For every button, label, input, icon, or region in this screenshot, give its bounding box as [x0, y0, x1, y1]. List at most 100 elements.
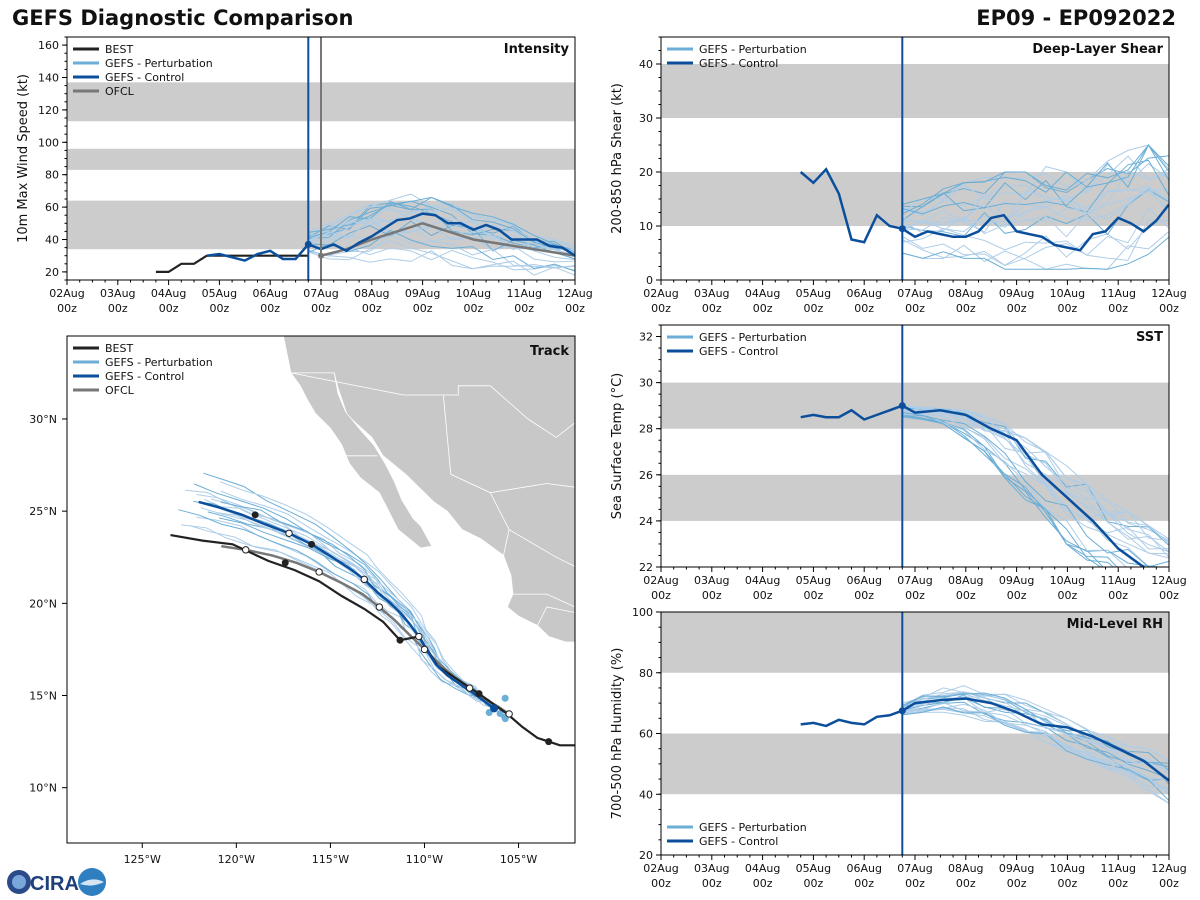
state-border [290, 372, 575, 438]
x-tick-label-hour: 00z [1159, 589, 1179, 602]
map-area [170, 336, 575, 747]
x-tick-label-hour: 00z [413, 302, 433, 315]
x-tick-label-date: 03Aug [694, 574, 729, 587]
y-tick-label: 0 [646, 274, 653, 287]
ofcl-track-point [465, 684, 474, 692]
x-tick-label-date: 06Aug [252, 287, 287, 300]
x-tick-label-date: 11Aug [1100, 862, 1135, 875]
legend-label: GEFS - Control [699, 57, 778, 70]
x-tick-label-date: 07Aug [897, 287, 932, 300]
x-tick-label-date: 07Aug [897, 862, 932, 875]
x-tick-label-date: 05Aug [202, 287, 237, 300]
perturbation-member-line [902, 185, 1169, 226]
ofcl-track-point [420, 645, 429, 654]
x-tick-label-hour: 00z [1159, 877, 1179, 890]
perturbation-member-line [902, 691, 1169, 782]
lon-tick-label: 115°W [312, 853, 349, 866]
x-tick-label-hour: 00z [854, 877, 874, 890]
x-tick-label-hour: 00z [1007, 302, 1027, 315]
control-track-marker [285, 529, 293, 537]
x-tick-label-date: 07Aug [897, 574, 932, 587]
x-tick-label-date: 08Aug [948, 574, 983, 587]
x-tick-label-hour: 00z [1007, 877, 1027, 890]
x-tick-label-hour: 00z [753, 589, 773, 602]
perturbation-member-line [902, 168, 1169, 222]
lat-tick-label: 25°N [29, 505, 57, 518]
x-tick-label-hour: 00z [311, 302, 331, 315]
sst-panel: 22 24 26 28 30 32 02Aug 00z 03Aug 00z 04Aug 00z 05Au… [610, 324, 1187, 602]
x-tick-label-date: 12Aug [557, 287, 592, 300]
control-track-marker [415, 632, 423, 641]
x-tick-label-date: 02Aug [643, 862, 678, 875]
y-tick-label: 20 [639, 166, 653, 179]
perturbation-member-line [902, 159, 1169, 215]
lon-tick-label: 110°W [406, 853, 443, 866]
x-tick-label-hour: 00z [905, 302, 925, 315]
perturbation-member-line [308, 229, 575, 272]
x-tick-label-date: 03Aug [694, 287, 729, 300]
legend-label: GEFS - Perturbation [699, 821, 807, 834]
x-tick-label-date: 10Aug [1050, 574, 1085, 587]
state-border [490, 483, 575, 494]
x-tick-label-date: 11Aug [506, 287, 541, 300]
x-tick-label-date: 06Aug [846, 862, 881, 875]
cira-logo: CIRA [7, 868, 106, 896]
intensity-panel: 20 40 60 80 100 120 140 160 02Aug 00z 03Aug 00z 04Au… [16, 36, 593, 315]
perturbation-start-point [496, 710, 504, 718]
legend-label: GEFS - Perturbation [699, 331, 807, 344]
perturbation-member-line [902, 143, 1169, 221]
x-tick-label-hour: 00z [514, 302, 534, 315]
y-tick-label: 22 [639, 561, 653, 574]
legend-label: BEST [105, 342, 133, 355]
y-tick-label: 26 [639, 469, 653, 482]
perturbation-member-line [902, 685, 1169, 762]
perturbation-member-line [902, 190, 1169, 238]
x-tick-label-date: 02Aug [643, 574, 678, 587]
x-tick-label-hour: 00z [651, 302, 671, 315]
perturbation-member-line [308, 226, 575, 263]
map-frame [66, 335, 576, 844]
x-tick-label-hour: 00z [1058, 877, 1078, 890]
x-tick-label-date: 10Aug [1050, 287, 1085, 300]
x-tick-label-hour: 00z [804, 302, 824, 315]
lat-tick-label: 20°N [29, 597, 57, 610]
x-tick-label-hour: 00z [108, 302, 128, 315]
y-tick-label: 28 [639, 423, 653, 436]
panel-title: Mid-Level RH [1067, 617, 1163, 632]
legend-label: GEFS - Control [105, 71, 184, 84]
x-tick-label-hour: 00z [565, 302, 585, 315]
y-tick-label: 32 [639, 331, 653, 344]
x-tick-label-hour: 00z [854, 589, 874, 602]
y-tick-label: 60 [45, 201, 59, 214]
x-tick-label-date: 09Aug [999, 574, 1034, 587]
perturbation-track [203, 472, 495, 708]
best-track-point [281, 559, 289, 567]
x-tick-label-hour: 00z [702, 302, 722, 315]
x-tick-label-hour: 00z [362, 302, 382, 315]
threshold-band [661, 733, 1169, 795]
track-panel: 125°W 120°W 115°W 110°W 105°W 10°N 15°N 20°N 25°… [29, 335, 576, 866]
x-tick-label-hour: 00z [753, 302, 773, 315]
legend-label: BEST [105, 43, 133, 56]
y-tick-label: 40 [639, 58, 653, 71]
control-start-point [490, 704, 499, 713]
x-tick-label-date: 12Aug [1151, 862, 1186, 875]
x-tick-label-hour: 00z [1108, 589, 1128, 602]
best-track-point [308, 540, 316, 548]
x-tick-label-date: 11Aug [1100, 287, 1135, 300]
threshold-band [661, 64, 1169, 118]
y-tick-label: 80 [639, 667, 653, 680]
x-tick-label-hour: 00z [651, 877, 671, 890]
perturbation-track [189, 525, 494, 708]
x-tick-label-date: 10Aug [1050, 862, 1085, 875]
x-tick-label-date: 08Aug [948, 862, 983, 875]
x-tick-label-date: 06Aug [846, 287, 881, 300]
perturbation-member-line [902, 155, 1169, 208]
panel-title: Intensity [504, 42, 570, 57]
x-tick-label-hour: 00z [57, 302, 77, 315]
threshold-band [661, 612, 1169, 673]
x-tick-label-hour: 00z [1108, 877, 1128, 890]
x-tick-label-date: 09Aug [405, 287, 440, 300]
panel-title: Track [530, 344, 569, 359]
perturbation-member-line [902, 412, 1169, 567]
